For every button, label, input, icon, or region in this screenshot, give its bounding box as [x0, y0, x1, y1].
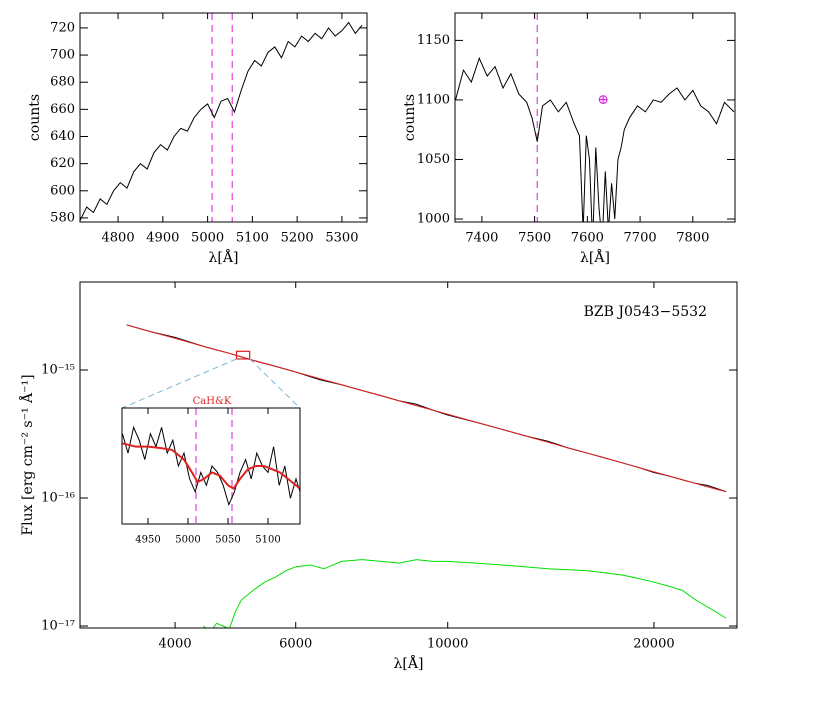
annotation: ⊕	[597, 92, 609, 108]
spectrum-line	[203, 559, 727, 628]
x-tick-label: 4950	[135, 535, 160, 546]
x-tick-label: 5100	[236, 231, 269, 246]
y-tick-label: 1100	[417, 92, 450, 107]
x-axis-label: λ[Å]	[209, 248, 239, 266]
x-tick-label: 4800	[102, 231, 135, 246]
x-tick-label: 5000	[191, 231, 224, 246]
plot-content	[455, 13, 735, 222]
y-axis-label: counts	[402, 94, 418, 141]
axes-frame	[121, 407, 301, 525]
x-tick-label: 7800	[676, 231, 709, 246]
plot-content	[126, 324, 727, 628]
spectrum-line	[455, 56, 735, 222]
axes-frame	[79, 12, 368, 223]
spectrum-line	[80, 21, 363, 221]
x-tick-label: 7600	[571, 231, 604, 246]
y-axis-label: Flux [erg cm⁻² s⁻¹ Å⁻¹]	[18, 374, 36, 535]
x-axis-label: λ[Å]	[394, 654, 424, 672]
y-tick-label: 600	[50, 183, 75, 198]
x-tick-label: 5100	[255, 535, 280, 546]
plot-area	[455, 13, 735, 222]
x-tick-label: 4900	[146, 231, 179, 246]
panel: 7400 7500 7600 7700 7800 1000 1050 1100 1150 ⊕ λ[Å…	[402, 12, 736, 266]
y-tick-label: 1000	[417, 212, 450, 227]
plot-area	[80, 13, 367, 222]
y-tick-label: 720	[50, 20, 75, 35]
x-tick-label: 5300	[325, 231, 358, 246]
y-tick-label: 700	[50, 48, 75, 63]
plot-area	[122, 408, 300, 524]
chart-title: BZB J0543−5532	[584, 304, 707, 320]
x-axis-label: λ[Å]	[580, 248, 610, 266]
x-tick-label: 7400	[465, 231, 498, 246]
x-tick-label: 6000	[279, 637, 312, 652]
y-tick-label: 1050	[417, 152, 450, 167]
y-tick-label: 680	[50, 75, 75, 90]
panel: 4800 4900 5000 5100 5200 5300 580 600 620 640 660 6…	[27, 12, 368, 266]
x-tick-label: 7500	[518, 231, 551, 246]
x-tick-label: 5050	[215, 535, 240, 546]
y-tick-label: 10⁻¹⁶	[41, 491, 75, 506]
annotation: CaH&K	[193, 396, 232, 407]
x-tick-label: 5000	[175, 535, 200, 546]
spectrum-line	[126, 324, 727, 493]
x-tick-label: 5200	[281, 231, 314, 246]
y-tick-label: 1150	[417, 33, 450, 48]
x-tick-label: 20000	[633, 637, 674, 652]
x-tick-label: 4000	[159, 637, 192, 652]
y-axis-label: counts	[27, 94, 43, 141]
plot-content	[80, 13, 363, 222]
zoom-box	[235, 350, 251, 360]
y-tick-label: 640	[50, 129, 75, 144]
x-tick-label: 10000	[427, 637, 468, 652]
x-tick-label: 7700	[624, 231, 657, 246]
panel: 4950 5000 5050 5100 CaH&K	[121, 396, 301, 546]
axes-frame	[79, 281, 738, 629]
y-tick-label: 580	[50, 210, 75, 225]
y-tick-label: 660	[50, 102, 75, 117]
spectrum-line	[122, 425, 300, 507]
axes-frame	[454, 12, 736, 223]
y-tick-label: 10⁻¹⁵	[41, 363, 75, 378]
zoom-connector	[249, 358, 301, 409]
plot-content	[122, 408, 300, 524]
spectrum-line	[122, 442, 300, 490]
y-tick-label: 10⁻¹⁷	[41, 619, 75, 634]
zoom-connector	[121, 358, 237, 409]
y-tick-label: 620	[50, 156, 75, 171]
